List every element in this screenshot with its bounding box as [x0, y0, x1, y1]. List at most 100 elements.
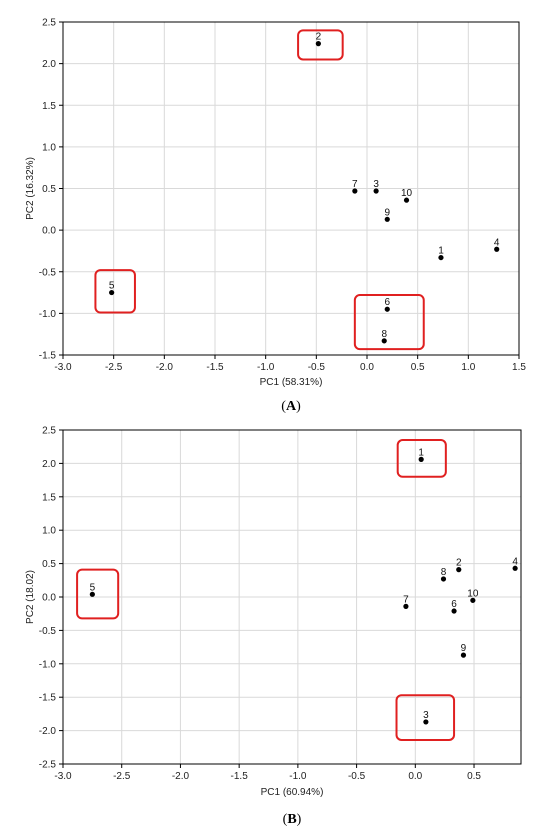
chart-a-x-tick-label: 0.5 — [411, 362, 425, 373]
chart-a-point-1 — [438, 254, 444, 261]
chart-b-point-label-5: 5 — [90, 582, 96, 593]
chart-a-point-label-3: 3 — [373, 179, 379, 190]
chart-a-x-tick-label: -2.0 — [156, 362, 174, 373]
chart-b-highlight-box — [395, 694, 456, 741]
chart-a-point-5 — [109, 289, 115, 296]
chart-b-point-label-6: 6 — [451, 599, 457, 610]
chart-b-caption-open: ( — [283, 812, 288, 827]
chart-b-caption-letter: B — [287, 812, 296, 827]
chart-b-point-label-2: 2 — [456, 558, 462, 569]
chart-a-y-tick-label: 2.5 — [42, 18, 56, 29]
chart-a-x-tick-label: -1.5 — [206, 362, 224, 373]
chart-a-x-tick-label: 0.0 — [360, 362, 374, 373]
chart-a-x-tick-label: 1.0 — [461, 362, 475, 373]
chart-a-y-tick-label: 1.5 — [42, 101, 56, 112]
chart-a-y-tick-label: 0.0 — [42, 226, 56, 237]
chart-b-y-tick-label: -2.0 — [39, 726, 57, 737]
chart-a-y-tick-label: 2.0 — [42, 59, 56, 70]
chart-a-point-label-9: 9 — [384, 207, 390, 218]
chart-b-x-tick-label: -1.5 — [231, 771, 249, 782]
chart-a-y-tick-label: -1.5 — [39, 351, 57, 362]
chart-a-y-axis-label: PC2 (16.32%) — [25, 157, 36, 220]
chart-a-point-4 — [494, 246, 500, 252]
chart-a-point-label-7: 7 — [352, 179, 358, 190]
chart-b-point-label-9: 9 — [461, 643, 467, 654]
chart-b-x-tick-label: -2.5 — [113, 771, 131, 782]
chart-a-y-tick-label: -1.0 — [39, 309, 57, 320]
chart-a-highlight-box — [353, 294, 425, 351]
chart-b-point-label-3: 3 — [423, 710, 429, 721]
chart-a-point-8 — [381, 338, 387, 344]
chart-b-point-6 — [451, 608, 457, 614]
chart-a-point-10 — [403, 197, 410, 203]
chart-b-x-tick-label: -0.5 — [348, 771, 366, 782]
chart-a-x-axis-label: PC1 (58.31%) — [260, 377, 323, 388]
chart-b-y-tick-label: 1.0 — [42, 526, 56, 537]
chart-b-caption: (B) — [283, 812, 302, 827]
chart-a-caption-open: ( — [281, 399, 286, 414]
pca-plot-b-svg: -3.0 -2.5 -2.0 -1.5 -1.0 -0.5 0.0 0.52.52.01.51… — [25, 426, 522, 827]
chart-b-point-8 — [440, 576, 447, 582]
chart-a-y-tick-label: -0.5 — [39, 267, 57, 278]
chart-b-point-9 — [460, 652, 467, 658]
chart-b-y-tick-label: 2.5 — [42, 426, 56, 437]
chart-b-x-tick-label: -3.0 — [54, 771, 72, 782]
chart-b-point-label-4: 4 — [512, 556, 518, 567]
chart-b-y-tick-label: 0.5 — [42, 559, 56, 570]
pca-plot-a-svg: -3.0 -2.5 -2.0 -1.5 -1.0 -0.5 0.0 0.5 1.0 1.5 2.5 2… — [25, 18, 526, 415]
chart-b-y-tick-label: 1.5 — [42, 492, 56, 503]
chart-b-point-label-8: 8 — [441, 567, 447, 578]
chart-a-caption-close: ) — [296, 399, 301, 414]
chart-a-point-label-8: 8 — [381, 329, 387, 340]
chart-b-x-tick-label: -1.0 — [289, 771, 307, 782]
chart-a-point-label-6: 6 — [384, 297, 390, 308]
chart-b-x-tick-label: -2.0 — [172, 771, 190, 782]
chart-b-x-tick-label: 0.0 — [408, 771, 422, 782]
chart-b-point-4 — [512, 565, 518, 571]
chart-b-x-axis-label: PC1 (60.94%) — [261, 787, 324, 798]
chart-b-y-tick-label: -2.5 — [39, 760, 57, 771]
chart-b-point-label-10: 10 — [467, 588, 479, 599]
chart-a-x-tick-label: -3.0 — [54, 362, 72, 373]
chart-a-point-3 — [373, 188, 379, 194]
chart-a-caption-letter: A — [286, 399, 297, 414]
chart-b-point-5 — [89, 591, 95, 597]
chart-a-x-tick-label: -1.0 — [257, 362, 275, 373]
chart-a-point-7 — [352, 188, 358, 194]
chart-b-y-tick-label: 0.0 — [42, 593, 56, 604]
chart-a-point-label-5: 5 — [109, 281, 115, 292]
chart-a-highlight-box — [297, 29, 344, 61]
chart-a-point-label-2: 2 — [316, 32, 322, 43]
chart-a-point-6 — [384, 306, 390, 312]
chart-a-y-tick-label: 1.0 — [42, 142, 56, 153]
chart-b-x-tick-label: 0.5 — [467, 771, 481, 782]
pca-plot-a: -3.0 -2.5 -2.0 -1.5 -1.0 -0.5 0.0 0.5 1.0 1.5 2.5 2… — [25, 18, 526, 415]
chart-b-y-tick-label: 2.0 — [42, 459, 56, 470]
chart-b-y-tick-label: -1.5 — [39, 693, 57, 704]
chart-b-point-7 — [403, 603, 409, 609]
chart-a-point-label-10: 10 — [401, 188, 413, 199]
chart-b-point-1 — [418, 456, 424, 462]
chart-b-y-tick-label: -0.5 — [39, 626, 57, 637]
chart-a-point-2 — [315, 41, 321, 47]
chart-b-y-tick-label: -1.0 — [39, 659, 57, 670]
chart-a-x-tick-label: -0.5 — [308, 362, 326, 373]
chart-b-caption-close: ) — [297, 812, 302, 827]
chart-b-point-label-1: 1 — [418, 447, 424, 458]
chart-b-point-label-7: 7 — [403, 594, 409, 605]
pca-plot-b: -3.0 -2.5 -2.0 -1.5 -1.0 -0.5 0.0 0.5 2.5 2.0 1.5 1… — [0, 420, 550, 840]
chart-b-y-axis-label: PC2 (18.02) — [25, 570, 36, 624]
chart-a-caption: (A) — [281, 399, 301, 414]
chart-b-highlight-box — [76, 568, 120, 620]
chart-a-point-label-1: 1 — [438, 246, 444, 257]
chart-b-point-10 — [470, 597, 476, 603]
chart-a-x-tick-label: 1.5 — [512, 362, 526, 373]
chart-a-y-tick-label: 0.5 — [42, 184, 56, 195]
chart-a-highlight-box — [94, 269, 136, 314]
chart-b-highlight-box — [396, 439, 447, 478]
chart-b-point-2 — [456, 567, 462, 573]
chart-b-point-3 — [423, 719, 429, 725]
chart-a-point-label-4: 4 — [494, 237, 500, 248]
chart-a-point-9 — [384, 216, 390, 222]
chart-a-x-tick-label: -2.5 — [105, 362, 123, 373]
